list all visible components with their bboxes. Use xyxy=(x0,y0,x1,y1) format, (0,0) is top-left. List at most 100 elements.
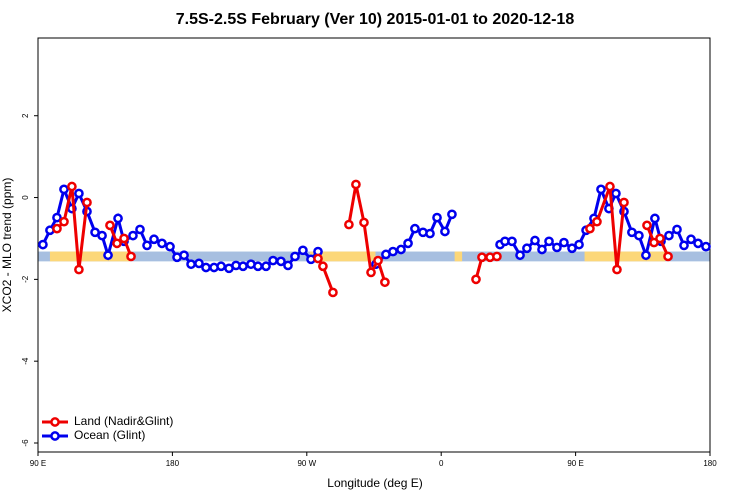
data-point xyxy=(313,253,323,264)
land-band xyxy=(309,251,376,262)
data-point xyxy=(574,239,584,250)
data-point xyxy=(634,230,644,241)
legend-label: Ocean (Glint) xyxy=(74,428,145,442)
data-point xyxy=(97,230,107,241)
data-point xyxy=(537,244,547,255)
x-tick-label: 90 W xyxy=(297,459,316,468)
data-point xyxy=(261,261,271,272)
data-point xyxy=(701,241,711,252)
data-point xyxy=(425,228,435,239)
y-axis-label: XCO2 - MLO trend (ppm) xyxy=(0,178,14,313)
data-point xyxy=(440,226,450,237)
data-point xyxy=(522,243,532,254)
data-point xyxy=(238,261,248,272)
data-point xyxy=(373,255,383,266)
x-tick-label: 90 E xyxy=(30,459,46,468)
data-point xyxy=(567,243,577,254)
plot-frame xyxy=(37,37,711,453)
data-point xyxy=(515,250,525,261)
data-point xyxy=(105,220,115,231)
y-tick-label: -2 xyxy=(21,275,30,283)
data-point xyxy=(157,238,167,249)
data-point xyxy=(432,212,442,223)
data-point xyxy=(650,213,660,224)
data-point xyxy=(119,233,129,244)
data-point xyxy=(544,236,554,247)
data-point xyxy=(113,213,123,224)
data-point xyxy=(693,238,703,249)
series-line xyxy=(499,184,707,261)
data-point xyxy=(59,184,69,195)
x-axis-label: Longitude (deg E) xyxy=(327,476,422,490)
y-tick-label: 0 xyxy=(21,195,30,200)
data-point xyxy=(410,223,420,234)
data-point xyxy=(194,258,204,269)
data-point xyxy=(611,188,621,199)
data-point xyxy=(492,251,502,262)
data-point xyxy=(559,237,569,248)
data-point xyxy=(201,262,211,273)
data-point xyxy=(366,267,376,278)
data-point xyxy=(663,251,673,262)
data-point xyxy=(596,184,606,195)
data-point xyxy=(351,179,361,190)
data-point xyxy=(641,250,651,261)
data-point xyxy=(388,246,398,257)
data-point xyxy=(135,224,145,235)
x-tick-label: 180 xyxy=(703,459,717,468)
data-point xyxy=(507,236,517,247)
data-point xyxy=(67,181,77,192)
y-tick-label: -4 xyxy=(21,357,30,365)
data-point xyxy=(530,235,540,246)
data-point xyxy=(471,274,481,285)
data-point xyxy=(82,197,92,208)
data-point xyxy=(318,261,328,272)
data-point xyxy=(74,264,84,275)
data-point xyxy=(619,197,629,208)
data-point xyxy=(686,234,696,245)
data-point xyxy=(328,287,338,298)
data-point xyxy=(605,181,615,192)
data-point xyxy=(679,240,689,251)
data-point xyxy=(253,261,263,272)
data-point xyxy=(290,251,300,262)
data-point xyxy=(112,238,122,249)
data-point xyxy=(74,188,84,199)
data-point xyxy=(142,240,152,251)
data-point xyxy=(126,251,136,262)
y-tick-label: 2 xyxy=(21,113,30,118)
data-point xyxy=(179,250,189,261)
x-tick-label: 0 xyxy=(439,459,444,468)
data-point xyxy=(642,220,652,231)
data-point xyxy=(276,256,286,267)
data-point xyxy=(59,216,69,227)
x-tick-label: 90 E xyxy=(567,459,583,468)
data-point xyxy=(52,212,62,223)
data-point xyxy=(612,264,622,275)
y-tick-label: -6 xyxy=(21,439,30,447)
data-point xyxy=(585,223,595,234)
data-point xyxy=(592,216,602,227)
data-point xyxy=(359,217,369,228)
data-point xyxy=(268,255,278,266)
data-point xyxy=(298,245,308,256)
chart-title: 7.5S-2.5S February (Ver 10) 2015-01-01 t… xyxy=(176,11,575,28)
legend-marker xyxy=(50,417,60,427)
data-point xyxy=(103,250,113,261)
data-point xyxy=(664,230,674,241)
land-band xyxy=(584,251,666,262)
legend-marker xyxy=(50,431,60,441)
data-point xyxy=(552,242,562,253)
land-band xyxy=(454,251,463,262)
land-band xyxy=(49,251,131,262)
data-point xyxy=(655,233,665,244)
x-tick-label: 180 xyxy=(166,459,180,468)
data-point xyxy=(672,224,682,235)
data-point xyxy=(447,209,457,220)
data-point xyxy=(396,244,406,255)
data-point xyxy=(344,219,354,230)
data-point xyxy=(283,260,293,271)
data-point xyxy=(52,223,62,234)
data-point xyxy=(128,230,138,241)
